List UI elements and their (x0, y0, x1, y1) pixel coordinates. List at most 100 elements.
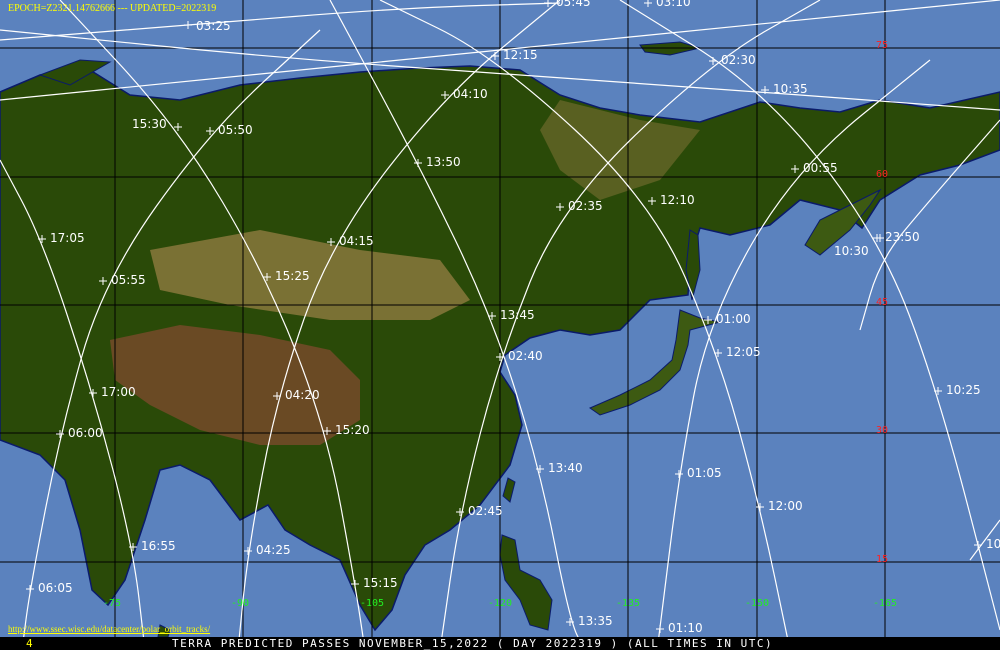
orbit-track-line (21, 29, 321, 650)
pass-tick-mark (26, 585, 34, 593)
pass-time-label: 01:05 (687, 466, 722, 480)
pass-tick-mark (99, 277, 107, 285)
pass-time-label: 15:30 (132, 117, 167, 131)
pass-time-label: 03:10 (656, 0, 691, 9)
pass-time-label: 02:30 (721, 53, 756, 67)
pass-time-label: 17:05 (50, 231, 85, 245)
pass-time-label: 13:50 (426, 155, 461, 169)
pass-tick-mark (323, 427, 331, 435)
latitude-label: 60 (876, 169, 889, 180)
pass-tick-mark (496, 353, 504, 361)
pass-tick-mark (351, 580, 359, 588)
longitude-label: -165 (873, 598, 898, 609)
orbit-track-line (237, 0, 561, 650)
pass-tick-mark (791, 165, 799, 173)
orbit-track-line (0, 0, 1000, 101)
pass-time-label: 05:45 (556, 0, 591, 9)
pass-tick-mark (675, 470, 683, 478)
pass-tick-mark (414, 159, 422, 167)
latitude-label: 30 (876, 425, 889, 436)
pass-tick-mark (38, 235, 46, 243)
orbit-track-line (439, 0, 821, 650)
latitude-label: 15 (876, 554, 889, 565)
pass-tick-mark (934, 387, 942, 395)
pass-time-label: 05:50 (218, 123, 253, 137)
pass-tick-mark (709, 57, 717, 65)
pass-time-label: 15:15 (363, 576, 398, 590)
philippines (499, 534, 553, 631)
pass-tick-mark (273, 392, 281, 400)
pass-tick-mark (456, 508, 464, 516)
pass-time-label: 04:25 (256, 543, 291, 557)
pass-tick-mark (556, 203, 564, 211)
pass-time-label: 04:15 (339, 234, 374, 248)
pass-time-label: 13:45 (500, 308, 535, 322)
pass-time-label: 10:25 (946, 383, 981, 397)
footer-bar: 4 TERRA PREDICTED PASSES NOVEMBER_15,202… (0, 637, 1000, 650)
pass-time-label: 12:05 (726, 345, 761, 359)
pass-time-label: 15:25 (275, 269, 310, 283)
pass-time-label: 02:35 (568, 199, 603, 213)
pass-time-label: 01:00 (716, 312, 751, 326)
page-number: 4 (26, 637, 33, 650)
pass-time-label: 05:55 (111, 273, 146, 287)
pass-time-label: 02:45 (468, 504, 503, 518)
mongolia-highlands (150, 230, 470, 320)
pass-time-label: 03:25 (196, 19, 231, 33)
pass-time-label: 12:10 (660, 193, 695, 207)
pass-tick-mark (761, 86, 769, 94)
orbit-track-line (329, 0, 586, 650)
pass-tick-mark (129, 543, 137, 551)
ssec-link[interactable]: http://www.ssec.wisc.edu/datacenter/pola… (8, 624, 211, 634)
orbit-track-line (656, 59, 931, 650)
pass-tick-mark (704, 316, 712, 324)
pass-tick-mark (714, 349, 722, 357)
longitude-label: -105 (360, 598, 385, 609)
pass-tick-mark (536, 465, 544, 473)
pass-time-label: 04:20 (285, 388, 320, 402)
pass-time-label: 13:35 (578, 614, 613, 628)
pass-time-label: 13:40 (548, 461, 583, 475)
pass-time-label: 00:55 (803, 161, 838, 175)
novaya-zemlya (38, 59, 112, 86)
pass-tick-mark (327, 238, 335, 246)
pass-tick-mark (441, 91, 449, 99)
pass-tick-mark (263, 273, 271, 281)
pass-tick-mark (644, 0, 652, 7)
pass-tick-mark (544, 0, 552, 7)
pass-tick-mark (648, 197, 656, 205)
pass-tick-mark (244, 547, 252, 555)
epoch-header: EPOCH=Z2321.14762666 --- UPDATED=2022319 (8, 3, 217, 14)
orbit-track-line (0, 29, 1000, 111)
pass-tick-mark (184, 21, 192, 29)
latitude-label: 45 (876, 297, 889, 308)
pass-time-label: 10:35 (773, 82, 808, 96)
orbit-track-line (59, 0, 366, 650)
orbit-track-line (619, 0, 1000, 631)
pass-tick-mark (89, 389, 97, 397)
orbit-track-line (379, 0, 791, 650)
orbit-track-line (969, 519, 1000, 561)
pass-time-label: 15:20 (335, 423, 370, 437)
orbit-track-line (859, 119, 1000, 331)
pass-time-label: 12:15 (503, 48, 538, 62)
pass-time-label: 06:00 (68, 426, 103, 440)
pass-time-label: 23:50 (885, 230, 920, 244)
longitude-label: -150 (745, 598, 770, 609)
latitude-label: 75 (876, 40, 889, 51)
japan (588, 309, 721, 416)
pass-tick-mark (656, 625, 664, 633)
sakhalin (685, 229, 701, 301)
pass-time-label: 16:55 (141, 539, 176, 553)
pass-time-label: 10:30 (834, 244, 869, 258)
pass-tick-mark (491, 52, 499, 60)
pass-tick-mark (488, 312, 496, 320)
longitude-label: -75 (103, 598, 122, 609)
pass-time-label: 01:10 (668, 621, 703, 635)
pass-tick-mark (974, 541, 982, 549)
pass-tick-mark (566, 618, 574, 626)
